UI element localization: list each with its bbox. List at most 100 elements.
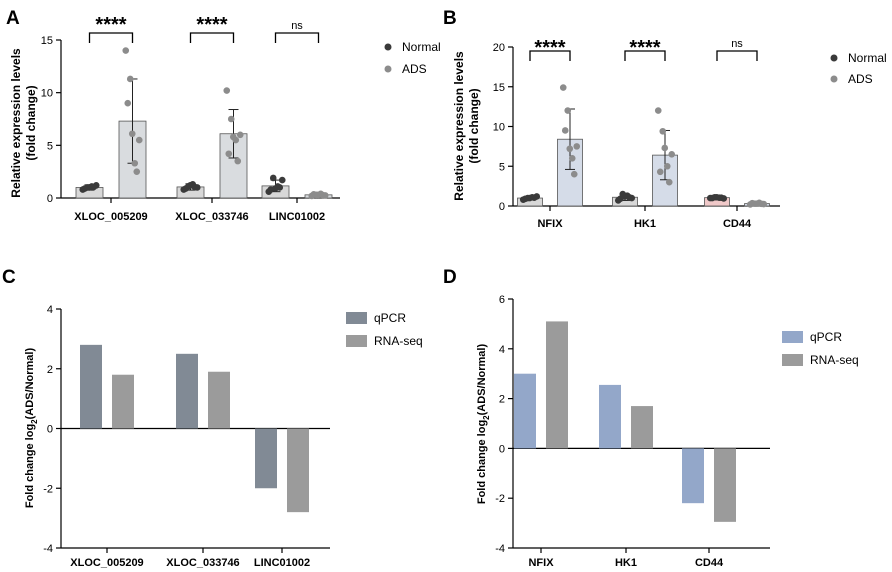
category-label-xloc_033746: XLOC_033746 — [166, 557, 239, 569]
data-point — [278, 176, 286, 184]
data-point — [124, 99, 132, 107]
category-label-linc01002: LINC01002 — [254, 557, 310, 569]
bar-rna-seq-xloc_033746 — [208, 371, 230, 429]
bar-rna-seq-xloc_005209 — [112, 374, 134, 429]
y-axis-label: Fold change log2(ADS/Normal) — [24, 348, 39, 509]
bar-qpcr-cd44 — [682, 448, 704, 504]
legend-swatch-qpcr — [346, 312, 367, 324]
significance-stars: **** — [534, 37, 565, 59]
significance-bracket — [624, 50, 666, 61]
y-tick-label: 0 — [47, 193, 53, 205]
significance-bracket — [274, 32, 320, 43]
data-point — [223, 87, 231, 94]
data-point — [661, 144, 669, 152]
y-tick-label: 10 — [493, 122, 505, 134]
data-point — [656, 168, 664, 176]
significance-ns: ns — [291, 20, 303, 32]
y-tick-label: 2 — [499, 394, 505, 406]
bar-qpcr-xloc_033746 — [176, 353, 198, 429]
panel-label-a: A — [6, 8, 20, 29]
data-point — [128, 130, 136, 138]
data-point — [717, 194, 725, 201]
data-point — [564, 107, 572, 114]
category-label-cd44: CD44 — [723, 218, 752, 230]
bar-qpcr-nfix — [514, 373, 536, 449]
bar-rna-seq-nfix — [546, 321, 568, 449]
y-tick-label: 15 — [493, 82, 505, 94]
y-axis-label-line: (fold change) — [24, 85, 38, 160]
data-point — [568, 155, 576, 162]
legend-label-qpcr: qPCR — [374, 311, 406, 325]
y-tick-label: 0 — [47, 424, 53, 436]
significance-bracket — [529, 50, 571, 61]
y-tick-label: -4 — [43, 543, 53, 555]
legend-swatch-qpcr — [782, 331, 803, 343]
y-axis-label-subscript: 2 — [30, 419, 39, 424]
y-axis-label-line: (fold change) — [467, 88, 481, 163]
y-axis-label: Relative expression levels(fold change) — [9, 48, 38, 198]
y-axis-label-part: Fold change log — [24, 424, 36, 508]
data-point — [229, 133, 237, 141]
y-axis-label-part: Fold change log — [476, 420, 488, 504]
legend-label-rna-seq: RNA-seq — [374, 334, 423, 348]
legend-marker-ads — [830, 75, 838, 83]
bar-qpcr-linc01002 — [255, 428, 277, 489]
y-axis-label-part: (ADS/Normal) — [24, 348, 36, 420]
significance-bracket — [88, 32, 134, 43]
significance-ns: ns — [731, 38, 743, 50]
category-label-hk1: HK1 — [615, 557, 637, 569]
data-point — [663, 162, 671, 170]
y-axis-label-line: Relative expression levels — [9, 48, 23, 198]
panel-label-b: B — [443, 8, 457, 29]
y-tick-label: 2 — [47, 364, 53, 376]
y-tick-label: 20 — [493, 42, 505, 54]
legend-label-rna-seq: RNA-seq — [810, 353, 859, 367]
y-tick-label: -2 — [495, 493, 505, 505]
category-label-xloc_005209: XLOC_005209 — [70, 557, 143, 569]
data-point — [654, 107, 662, 114]
data-point — [191, 183, 199, 191]
data-point — [131, 159, 139, 167]
legend-swatch-rna-seq — [782, 354, 803, 366]
data-point — [625, 193, 633, 201]
data-point — [559, 84, 567, 91]
y-tick-label: 4 — [499, 344, 505, 356]
legend-label-ads: ADS — [402, 62, 427, 76]
y-axis-label-line: Relative expression levels — [452, 51, 466, 201]
data-point — [659, 127, 667, 135]
significance-stars: **** — [196, 14, 227, 36]
data-point — [90, 183, 98, 191]
y-tick-label: 5 — [47, 140, 53, 152]
bar-ads-hk1 — [652, 154, 678, 207]
bar-qpcr-hk1 — [599, 384, 621, 449]
significance-bracket — [716, 50, 758, 61]
y-tick-label: 4 — [47, 304, 53, 316]
data-point — [665, 178, 673, 186]
y-axis-label: Relative expression levels(fold change) — [452, 51, 481, 201]
data-point — [668, 151, 676, 158]
legend-swatch-rna-seq — [346, 335, 367, 347]
data-point — [573, 143, 581, 150]
legend-label-qpcr: qPCR — [810, 330, 842, 344]
legend-marker-normal — [830, 54, 838, 62]
y-axis-label: Fold change log2(ADS/Normal) — [476, 344, 491, 505]
bar-qpcr-xloc_005209 — [80, 344, 102, 429]
bar-rna-seq-hk1 — [631, 406, 653, 449]
data-point — [135, 136, 143, 144]
legend-marker-ads — [384, 65, 392, 73]
significance-bracket — [189, 32, 235, 43]
category-label-xloc_033746: XLOC_033746 — [175, 211, 248, 223]
panel-label-d: D — [443, 267, 457, 288]
legend-marker-normal — [384, 43, 392, 51]
y-tick-label: 10 — [41, 88, 53, 100]
y-tick-label: -2 — [43, 483, 53, 495]
data-point — [570, 170, 578, 178]
y-axis-label-subscript: 2 — [482, 415, 491, 420]
category-label-nfix: NFIX — [537, 218, 563, 230]
data-point — [319, 191, 327, 199]
data-point — [269, 174, 277, 182]
legend-label-normal: Normal — [848, 51, 887, 65]
